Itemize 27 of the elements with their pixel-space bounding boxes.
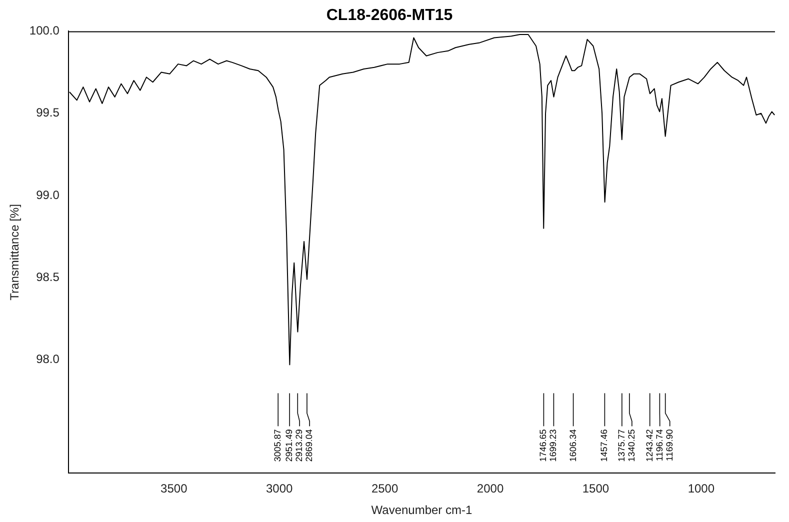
y-axis-title: Transmittance [%] [8,204,22,300]
x-tick-label: 1000 [688,482,715,496]
annotation: 2951.49 [284,429,294,462]
y-tick-label: 100.0 [29,24,60,38]
x-tick-label: 3500 [160,482,188,496]
x-axis-title: Wavenumber cm-1 [371,503,472,518]
annotation: 1243.42 [644,429,654,462]
annotation: 2913.29 [294,429,304,462]
annotation: 1375.77 [616,429,626,462]
x-tick-label: 2000 [476,482,504,496]
annotation: 2869.04 [304,429,314,462]
annotation: 1457.46 [599,429,610,462]
annotation: 1606.34 [568,429,578,462]
annotation: 1746.65 [538,429,548,462]
y-tick-label: 98.0 [36,352,60,366]
y-tick-label: 98.5 [36,270,60,284]
annotation: 1196.74 [654,429,664,462]
y-tick-label: 99.5 [36,106,60,120]
y-tick-label: 99.0 [36,188,60,202]
annotation: 3005.87 [272,429,283,462]
annotation: 1340.25 [626,429,636,462]
x-tick-label: 1500 [582,482,610,496]
chart-title: CL18-2606-MT15 [326,7,453,24]
annotation: 1169.90 [664,429,674,462]
x-tick-label: 2500 [371,482,398,496]
annotation: 1699.23 [548,429,558,462]
x-tick-label: 3000 [266,482,294,496]
